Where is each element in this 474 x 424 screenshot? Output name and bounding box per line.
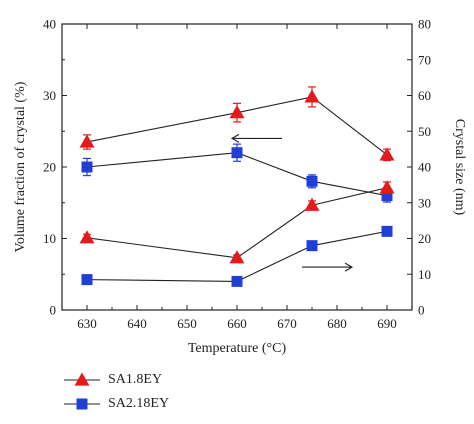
- y-right-tick-label: 70: [418, 52, 431, 67]
- y-right-tick-label: 50: [418, 124, 431, 139]
- data-point: [81, 274, 93, 286]
- x-tick-label: 640: [127, 316, 147, 331]
- data-point: [79, 230, 95, 244]
- legend-label: SA2.18EY: [108, 396, 170, 411]
- data-point: [81, 161, 93, 173]
- arrow-left: [230, 133, 282, 143]
- legend-item-sa18ey: SA1.8EY: [62, 368, 169, 392]
- data-point: [229, 250, 245, 264]
- data-point: [231, 147, 243, 159]
- y-right-tick-label: 60: [418, 88, 431, 103]
- data-point: [381, 190, 393, 202]
- y-right-tick-label: 40: [418, 160, 431, 175]
- legend-marker: [74, 372, 90, 386]
- y-right-tick-label: 0: [418, 303, 425, 318]
- plot-frame: [61, 23, 413, 311]
- data-point: [381, 225, 393, 237]
- y-axis-left-title: Volume fraction of crystal (%): [13, 81, 28, 252]
- data-point: [229, 105, 245, 119]
- y-right-tick-label: 80: [418, 17, 431, 32]
- series-sa218ey-left: [81, 143, 393, 203]
- series-sa18ey-left: [79, 86, 395, 162]
- series-line: [86, 152, 388, 197]
- y-left-tick-label: 40: [43, 17, 56, 32]
- y-right-tick-label: 30: [418, 195, 431, 210]
- y-left-tick-label: 10: [43, 231, 56, 246]
- series-sa18ey-right: [79, 180, 395, 264]
- x-tick-label: 670: [277, 316, 297, 331]
- data-point: [304, 89, 320, 103]
- data-point: [379, 180, 395, 194]
- x-axis-title: Temperature (°C): [188, 341, 287, 356]
- data-point: [79, 134, 95, 148]
- data-point: [231, 275, 243, 287]
- data-point: [379, 147, 395, 161]
- arrow-right: [302, 262, 354, 272]
- x-tick-label: 650: [177, 316, 197, 331]
- series-line: [86, 230, 388, 282]
- x-tick-label: 690: [377, 316, 397, 331]
- x-tick-label: 680: [327, 316, 347, 331]
- series-line: [86, 96, 388, 156]
- legend-triangle-marker: [64, 372, 100, 386]
- y-left-tick-label: 20: [43, 160, 56, 175]
- y-left-tick-label: 0: [50, 303, 57, 318]
- x-tick-label: 630: [77, 316, 97, 331]
- y-right-tick-label: 10: [418, 267, 431, 282]
- y-left-tick-label: 30: [43, 88, 56, 103]
- legend-square-marker: [64, 398, 100, 410]
- series-line: [86, 187, 388, 259]
- arrow-head: [344, 262, 354, 272]
- arrow-head: [230, 133, 240, 143]
- data-point: [306, 240, 318, 252]
- legend-item-sa218ey: SA2.18EY: [62, 392, 169, 416]
- x-tick-label: 660: [227, 316, 247, 331]
- legend-marker: [76, 398, 88, 410]
- y-right-tick-label: 20: [418, 231, 431, 246]
- y-axis-right-title: Crystal size (nm): [452, 119, 467, 216]
- data-point: [306, 175, 318, 187]
- legend: SA1.8EY SA2.18EY: [62, 368, 169, 416]
- data-point: [304, 197, 320, 211]
- series-sa218ey-right: [81, 225, 393, 287]
- legend-label: SA1.8EY: [108, 372, 163, 387]
